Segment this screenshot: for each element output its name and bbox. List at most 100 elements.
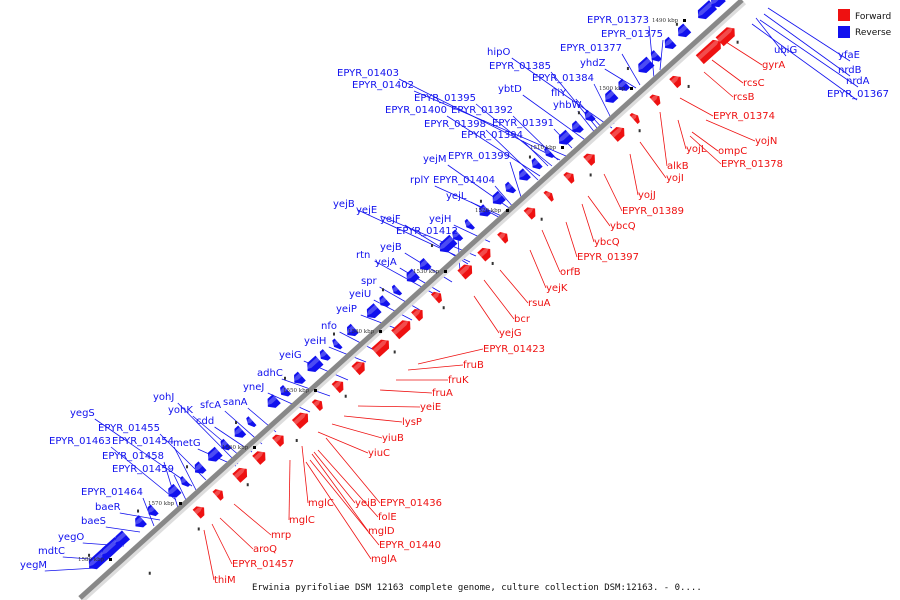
forward-gene-label: EPYR_01457 — [232, 559, 294, 570]
forward-gene-label: yiuB — [382, 433, 404, 444]
forward-leader-line — [317, 431, 369, 454]
reverse-gene-glyph — [584, 109, 596, 122]
reverse-leader-line — [413, 90, 567, 157]
minor-gene-mark — [186, 465, 189, 469]
forward-gene-glyph — [430, 291, 442, 304]
reverse-gene-label: EPYR_01403 — [337, 68, 399, 79]
forward-gene-label: mrp — [271, 530, 291, 541]
forward-gene-glyph — [371, 339, 390, 358]
forward-gene-label: EPYR_01436 — [380, 498, 442, 509]
reverse-leader-line — [763, 13, 851, 77]
scale-tick-label: 1580 kbp — [78, 557, 105, 563]
forward-leader-line — [529, 249, 547, 289]
reverse-gene-label: baeS — [81, 516, 106, 527]
legend: Forward Reverse — [838, 9, 892, 38]
forward-gene-label: yojL — [686, 144, 707, 155]
reverse-gene-glyph — [438, 234, 458, 253]
reverse-gene-glyph — [293, 371, 306, 384]
reverse-gene-label: metG — [173, 438, 201, 449]
reverse-gene-glyph — [346, 323, 359, 337]
scale-tick-mark — [379, 330, 382, 333]
reverse-leader-line — [94, 418, 193, 487]
forward-gene-label: yojI — [666, 173, 684, 184]
reverse-gene-label: yneJ — [243, 382, 264, 393]
forward-leader-line — [313, 451, 356, 504]
reverse-gene-label: yejL — [446, 191, 467, 202]
forward-leader-line — [301, 445, 309, 504]
genome-axis-shadow — [79, 0, 747, 600]
reverse-gene-glyph — [637, 56, 655, 73]
reverse-leader-line — [604, 68, 637, 89]
forward-leader-line — [203, 529, 215, 581]
reverse-leader-line — [360, 314, 401, 331]
reverse-gene-glyph — [167, 483, 182, 498]
reverse-gene-glyph — [557, 129, 574, 145]
reverse-leader-line — [267, 392, 311, 413]
forward-gene-label: yeiB — [355, 498, 377, 509]
reverse-gene-label: EPYR_01454 — [112, 436, 174, 447]
reverse-gene-label: yejH — [429, 214, 451, 225]
reverse-leader-line — [110, 446, 177, 501]
reverse-gene-label: yegS — [70, 408, 95, 419]
minor-gene-mark — [393, 350, 396, 354]
reverse-gene-glyph — [544, 147, 555, 159]
reverse-gene-glyph — [518, 168, 531, 181]
reverse-leader-line — [511, 57, 613, 129]
forward-gene-label: ybcQ — [610, 221, 636, 232]
reverse-gene-label: EPYR_01455 — [98, 423, 160, 434]
forward-leader-line — [603, 173, 623, 212]
reverse-gene-label: EPYR_01367 — [827, 89, 889, 100]
forward-leader-line — [233, 503, 272, 536]
reverse-gene-label: cdd — [196, 416, 214, 427]
reverse-gene-label: yeiP — [336, 304, 357, 315]
minor-gene-mark — [246, 483, 249, 487]
reverse-leader-line — [339, 331, 379, 353]
reverse-leader-line — [522, 94, 589, 143]
reverse-gene-glyph — [504, 181, 517, 194]
reverse-leader-line — [192, 415, 241, 457]
reverse-leader-line — [173, 474, 187, 501]
scale-tick-label: 1520 kbp — [475, 208, 502, 214]
reverse-gene-label: yejE — [356, 205, 377, 216]
forward-gene-label: EPYR_01378 — [721, 159, 783, 170]
genome-axis-layer — [78, 0, 747, 600]
reverse-gene-glyph — [319, 349, 331, 361]
forward-gene-glyph — [715, 27, 735, 47]
forward-leader-line — [305, 461, 372, 560]
forward-gene-glyph — [695, 39, 721, 65]
reverse-gene-label: rplY — [410, 175, 430, 186]
scale-tick-label: 1500 kbp — [599, 86, 626, 92]
scale-tick-mark — [109, 558, 112, 561]
reverse-gene-glyph — [306, 355, 324, 372]
scale-tick-label: 1560 kbp — [222, 445, 249, 451]
forward-gene-label: yojJ — [638, 190, 656, 201]
minor-gene-mark — [295, 438, 298, 442]
reverse-gene-label: EPYR_01398 — [424, 119, 486, 130]
forward-leader-line — [581, 203, 595, 243]
reverse-gene-label: hipO — [487, 47, 510, 58]
forward-gene-glyph — [252, 450, 266, 465]
forward-gene-label: mglC — [289, 515, 315, 526]
forward-gene-label: thiM — [214, 575, 236, 586]
forward-leader-line — [703, 71, 734, 98]
forward-gene-glyph — [543, 190, 554, 202]
reverse-leader-line — [173, 446, 197, 491]
forward-gene-label: yejK — [546, 283, 568, 294]
forward-leader-line — [343, 415, 403, 423]
figure-caption: Erwinia pyrifoliae DSM 12163 complete ge… — [252, 583, 702, 593]
forward-gene-glyph — [311, 399, 323, 412]
forward-gene-label: fruK — [448, 375, 469, 386]
reverse-gene-label: EPYR_01392 — [451, 105, 513, 116]
minor-gene-mark — [137, 509, 140, 513]
reverse-gene-label: EPYR_01373 — [587, 15, 649, 26]
reverse-gene-glyph — [405, 268, 420, 283]
reverse-leader-line — [759, 19, 859, 88]
forward-gene-label: yojN — [755, 136, 777, 147]
reverse-gene-label: EPYR_01464 — [81, 487, 143, 498]
forward-leader-line — [288, 459, 291, 521]
reverse-leader-line — [398, 78, 561, 161]
forward-gene-label: ybcQ — [594, 237, 620, 248]
scale-tick-mark — [314, 389, 317, 392]
reverse-leader-line — [399, 267, 441, 293]
forward-gene-label: orfB — [560, 267, 581, 278]
